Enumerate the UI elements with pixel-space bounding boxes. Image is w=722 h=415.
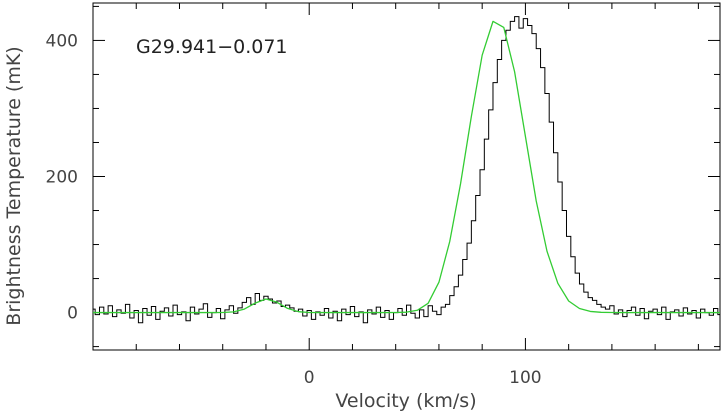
x-tick-label: 0 (304, 368, 315, 388)
observed-spectrum-line (93, 16, 720, 324)
y-tick-label: 400 (46, 31, 78, 51)
axis-tick-labels: 0 100 0 200 400 (46, 31, 542, 388)
fit-curve-line (93, 20, 720, 314)
series-layer (93, 16, 720, 324)
y-tick-label: 200 (46, 168, 78, 188)
axis-ticks (92, 3, 720, 350)
y-tick-label: 0 (67, 304, 78, 324)
y-axis-title: Brightness Temperature (mK) (3, 46, 25, 325)
source-annotation: G29.941−0.071 (136, 36, 288, 58)
x-axis-title: Velocity (km/s) (335, 390, 476, 412)
x-tick-label: 100 (509, 368, 541, 388)
